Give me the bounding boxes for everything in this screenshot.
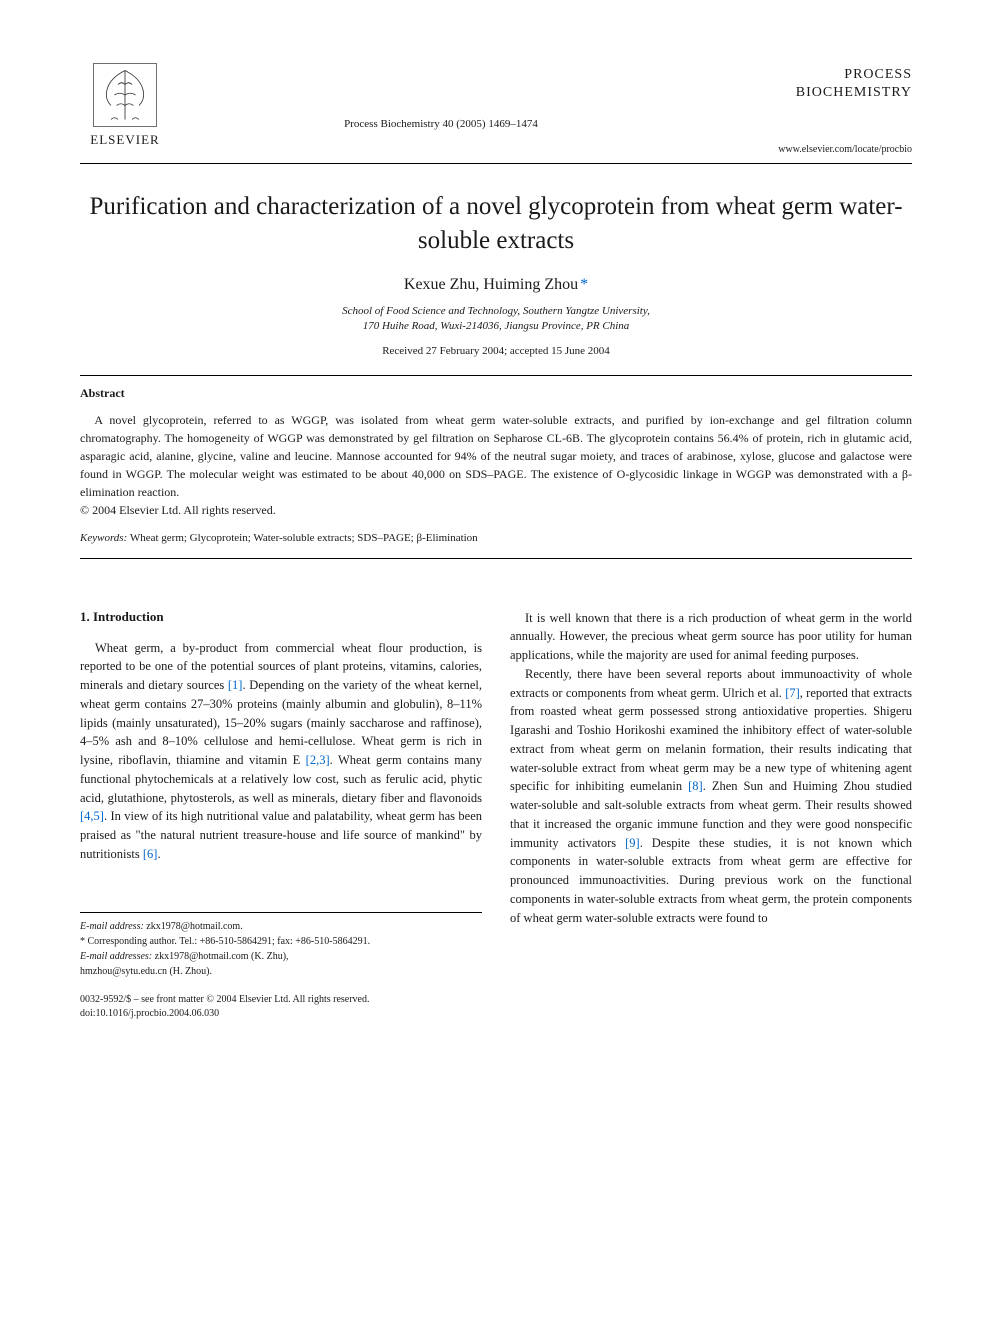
journal-name: PROCESS BIOCHEMISTRY — [712, 66, 912, 102]
ref-link-7[interactable]: [7] — [785, 686, 800, 700]
section-1-heading: 1. Introduction — [80, 609, 482, 625]
corresponding-author-marker[interactable]: * — [580, 276, 588, 293]
footnotes: E-mail address: zkx1978@hotmail.com. * C… — [80, 912, 482, 979]
keywords: Keywords: Wheat germ; Glycoprotein; Wate… — [80, 532, 912, 544]
publisher-block: ELSEVIER — [80, 60, 170, 148]
footnote-corresponding: * Corresponding author. Tel.: +86-510-58… — [80, 934, 482, 949]
abstract-text: A novel glycoprotein, referred to as WGG… — [80, 411, 912, 501]
ref-link-6[interactable]: [6] — [143, 847, 158, 861]
front-matter-line: 0032-9592/$ – see front matter © 2004 El… — [80, 993, 912, 1007]
ref-link-8[interactable]: [8] — [688, 779, 703, 793]
ref-link-9[interactable]: [9] — [625, 836, 640, 850]
publisher-name: ELSEVIER — [90, 132, 159, 148]
footnote-email-3: hmzhou@sytu.edu.cn (H. Zhou). — [80, 964, 482, 979]
authors: Kexue Zhu, Huiming Zhou* — [80, 276, 912, 294]
left-column: 1. Introduction Wheat germ, a by-product… — [80, 609, 482, 979]
journal-name-line1: PROCESS — [844, 67, 912, 82]
abstract-bottom-rule — [80, 558, 912, 559]
journal-block: PROCESS BIOCHEMISTRY www.elsevier.com/lo… — [712, 60, 912, 155]
article-dates: Received 27 February 2004; accepted 15 J… — [80, 345, 912, 357]
affiliation-line1: School of Food Science and Technology, S… — [342, 305, 650, 317]
doi-block: 0032-9592/$ – see front matter © 2004 El… — [80, 993, 912, 1021]
journal-name-line2: BIOCHEMISTRY — [796, 85, 912, 100]
footnote-email-1: E-mail address: zkx1978@hotmail.com. — [80, 919, 482, 934]
abstract-top-rule — [80, 375, 912, 376]
header-bar: ELSEVIER Process Biochemistry 40 (2005) … — [80, 60, 912, 155]
affiliation: School of Food Science and Technology, S… — [80, 304, 912, 335]
article-title: Purification and characterization of a n… — [80, 190, 912, 258]
header-rule — [80, 163, 912, 164]
ref-link-2-3[interactable]: [2,3] — [306, 753, 330, 767]
author-list: Kexue Zhu, Huiming Zhou — [404, 276, 578, 293]
elsevier-tree-icon — [90, 60, 160, 130]
intro-para-2: It is well known that there is a rich pr… — [510, 609, 912, 665]
journal-url: www.elsevier.com/locate/procbio — [712, 144, 912, 155]
ref-link-1[interactable]: [1] — [228, 678, 243, 692]
intro-para-3: Recently, there have been several report… — [510, 665, 912, 928]
right-column: It is well known that there is a rich pr… — [510, 609, 912, 979]
footnote-email-2: E-mail addresses: zkx1978@hotmail.com (K… — [80, 949, 482, 964]
citation-line: Process Biochemistry 40 (2005) 1469–1474 — [170, 60, 712, 130]
abstract-heading: Abstract — [80, 386, 912, 401]
keywords-text: Wheat germ; Glycoprotein; Water-soluble … — [127, 532, 477, 544]
body-columns: 1. Introduction Wheat germ, a by-product… — [80, 609, 912, 979]
ref-link-4-5[interactable]: [4,5] — [80, 809, 104, 823]
intro-para-1: Wheat germ, a by-product from commercial… — [80, 639, 482, 864]
affiliation-line2: 170 Huihe Road, Wuxi-214036, Jiangsu Pro… — [363, 320, 630, 332]
abstract-copyright: © 2004 Elsevier Ltd. All rights reserved… — [80, 503, 912, 518]
keywords-label: Keywords: — [80, 532, 127, 544]
doi-line: doi:10.1016/j.procbio.2004.06.030 — [80, 1007, 912, 1021]
